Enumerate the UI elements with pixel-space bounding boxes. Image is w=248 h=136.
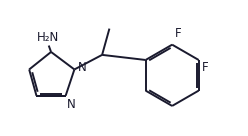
Text: F: F [175, 27, 181, 40]
Text: F: F [202, 61, 208, 74]
Text: H₂N: H₂N [36, 31, 59, 44]
Text: N: N [67, 98, 76, 111]
Text: N: N [78, 61, 87, 74]
